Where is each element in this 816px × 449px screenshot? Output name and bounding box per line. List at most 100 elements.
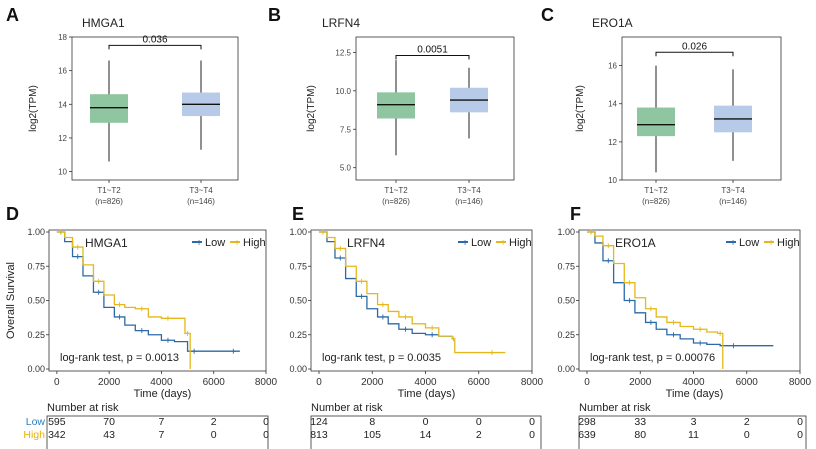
panel-f-ytick-label: 0.50 <box>557 296 575 306</box>
panel-c-count-label: (n=146) <box>719 197 747 206</box>
panel-f-plot-frame <box>578 229 801 372</box>
panel-e-risk-value: 0 <box>476 416 482 428</box>
panel-c-count-label: (n=826) <box>642 197 670 206</box>
panel-e-censor-mark <box>430 325 435 331</box>
panel-e-risk-table-frame <box>310 415 542 449</box>
panel-d-censor-mark <box>165 315 170 321</box>
panel-a-ytick-label: 12 <box>58 134 67 143</box>
panel-d-censor-mark <box>96 278 101 284</box>
panel-b-ytick-label: 12.5 <box>335 48 351 57</box>
panel-f-xtick-label: 2000 <box>629 377 652 388</box>
panel-d-risk-title: Number at risk <box>47 402 119 414</box>
panel-e-legend-label: Low <box>471 237 491 249</box>
panel-e-ytick-label: 0.75 <box>289 261 307 271</box>
panel-e-risk-value: 0 <box>529 429 535 441</box>
panel-b-category-label: T3~T4 <box>457 186 481 195</box>
panel-f-censor-mark <box>588 229 593 235</box>
panel-f-censor-mark <box>606 243 611 249</box>
panel-f-logrank-stat: log-rank test, p = 0.00076 <box>590 352 715 364</box>
panel-d-censor-mark <box>75 254 80 260</box>
panel-f-censor-mark <box>698 326 703 332</box>
panel-e-gene-title: LRFN4 <box>347 236 385 250</box>
panel-a-count-label: (n=826) <box>95 197 123 206</box>
panel-c-plot-frame <box>621 36 782 181</box>
panel-e-risk-value: 813 <box>310 429 328 441</box>
panel-b-pvalue: 0.0051 <box>417 44 448 55</box>
panel-f-risk-value: 0 <box>797 416 803 428</box>
panel-a-ytick-label: 14 <box>58 100 67 109</box>
panel-d-curve-high <box>56 231 191 369</box>
panel-d-xtick-label: 0 <box>54 377 60 388</box>
panel-a-category-label: T1~T2 <box>97 186 121 195</box>
panel-c-pvalue: 0.026 <box>682 41 707 52</box>
panel-f-risk-value: 639 <box>578 429 596 441</box>
panel-a-ytick-label: 18 <box>58 33 67 42</box>
panel-e-censor-mark <box>403 314 408 320</box>
panel-e-censor-mark <box>451 336 456 342</box>
panel-f-ytick-label: 0.75 <box>557 261 575 271</box>
panel-d-gene-title: HMGA1 <box>85 236 128 250</box>
panel-e-censor-mark <box>403 326 408 332</box>
panel-b-letter: B <box>268 5 281 25</box>
panel-d-xtick-label: 6000 <box>203 377 226 388</box>
panel-a-pvalue: 0.036 <box>142 34 167 45</box>
panel-f-censor-mark <box>718 330 723 336</box>
panel-f-censor-mark <box>627 298 632 303</box>
panel-e-ytick-label: 0.50 <box>289 296 307 306</box>
panel-d-risk-value: 0 <box>211 429 217 441</box>
panel-d-legend-mark: + <box>234 238 240 249</box>
panel-f-risk-table-frame <box>578 415 807 449</box>
panel-c-letter: C <box>541 5 554 25</box>
panel-f-legend-mark: + <box>768 238 774 249</box>
panel-e-legend-label: High <box>509 237 532 249</box>
panel-e-risk-value: 14 <box>420 429 432 441</box>
panel-f-censor-mark <box>731 343 736 349</box>
panel-f-xtick-label: 0 <box>584 377 590 388</box>
panel-d-censor-mark <box>165 337 170 343</box>
panel-d-censor-mark <box>231 348 236 354</box>
panel-d-legend-mark: + <box>196 238 202 249</box>
panel-f-censor-mark <box>648 306 653 312</box>
panel-a-category-label: T3~T4 <box>189 186 213 195</box>
panel-e-xtick-label: 0 <box>316 377 322 388</box>
panel-b-gene-title: LRFN4 <box>322 16 360 30</box>
panel-d-ytick-label: 0.25 <box>27 330 45 340</box>
panel-f-risk-value: 80 <box>634 429 646 441</box>
panel-b-count-label: (n=146) <box>455 197 483 206</box>
panel-b-significance-bracket <box>395 54 470 60</box>
panel-d-xtick-label: 2000 <box>98 377 121 388</box>
panel-f-xtick-label: 8000 <box>789 377 812 388</box>
panel-e-xtick-label: 2000 <box>361 377 384 388</box>
panel-f-risk-value: 0 <box>797 429 803 441</box>
panel-e-curve-low <box>318 231 453 337</box>
panel-e-plot-frame <box>310 229 533 372</box>
panel-f-censor-mark <box>606 258 611 264</box>
panel-a-significance-bracket <box>108 44 202 50</box>
panel-d-ytick-label: 0.75 <box>27 261 45 271</box>
panel-d-censor-mark <box>185 330 190 336</box>
panel-c-ytick-label: 14 <box>608 100 617 109</box>
panel-f-risk-value: 3 <box>691 416 697 428</box>
panel-f-censor-mark <box>648 319 653 325</box>
panel-f-curve-high <box>586 231 724 369</box>
panel-f-risk-title: Number at risk <box>579 402 651 414</box>
panel-c-category-label: T1~T2 <box>644 186 668 195</box>
panel-a-box <box>90 94 128 123</box>
panel-e-legend-mark: + <box>462 238 468 249</box>
panel-f-ytick-label: 1.00 <box>557 227 575 237</box>
panel-d-xtick-label: 8000 <box>255 377 278 388</box>
panel-d-ylabel: Overall Survival <box>5 262 17 339</box>
panel-f-risk-value: 2 <box>744 416 750 428</box>
panel-e-censor-mark <box>359 293 364 299</box>
panel-b-category-label: T1~T2 <box>384 186 408 195</box>
panel-d-xlabel: Time (days) <box>134 388 192 400</box>
panel-d-logrank-stat: log-rank test, p = 0.0013 <box>60 352 179 364</box>
panel-a-ytick-label: 16 <box>58 67 67 76</box>
panel-e-censor-mark <box>490 350 495 356</box>
panel-d-censor-mark <box>139 328 144 334</box>
panel-c-ylabel: log2(TPM) <box>575 85 586 132</box>
panel-b-ytick-label: 7.5 <box>340 125 352 134</box>
panel-e-ytick-label: 0.00 <box>289 364 307 374</box>
panel-c-ytick-label: 10 <box>608 176 617 185</box>
panel-d-risk-value: 43 <box>103 429 115 441</box>
